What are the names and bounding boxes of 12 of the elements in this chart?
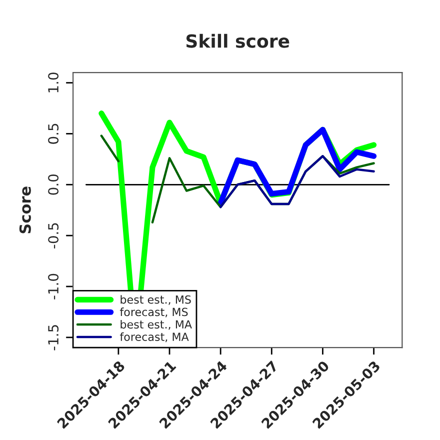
legend-label: best est., MS — [120, 295, 191, 305]
y-tick-label: 1.0 — [48, 72, 59, 92]
legend-label: forecast, MA — [120, 332, 189, 342]
legend-label: forecast, MS — [120, 308, 188, 318]
chart-title: Skill score — [186, 34, 290, 48]
y-tick-label: -1.0 — [48, 274, 59, 300]
y-tick-label: -0.5 — [48, 223, 59, 248]
y-tick-label: 0.0 — [48, 174, 59, 195]
legend-label: best est., MA — [120, 320, 192, 330]
y-tick-label: 0.5 — [48, 124, 59, 144]
y-tick-label: -1.5 — [48, 325, 59, 350]
y-axis-title: Score — [19, 186, 31, 234]
